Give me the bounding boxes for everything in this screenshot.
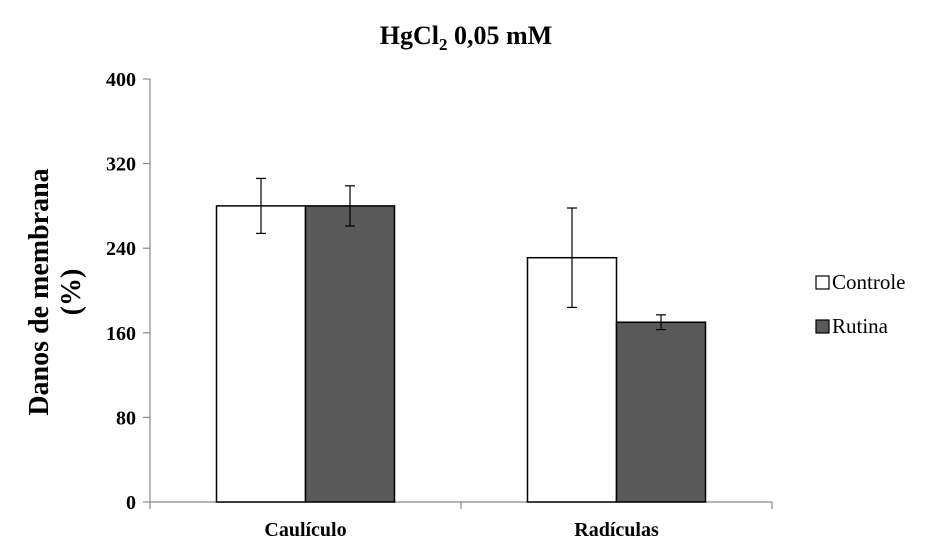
y-axis-title-line-1: Danos de membrana <box>24 168 55 415</box>
y-axis-title-line-2: (%) <box>56 269 87 316</box>
legend: Controle Rutina <box>815 270 906 338</box>
bar-controle-1 <box>215 205 307 503</box>
legend-label-rutina: Rutina <box>832 314 889 338</box>
legend-label-controle: Controle <box>832 270 906 294</box>
chart-title-subscript: 2 <box>439 35 448 54</box>
y-tick-label: 160 <box>106 323 136 345</box>
y-tick-label: 240 <box>106 238 136 260</box>
y-tick-label: 0 <box>126 492 136 514</box>
plot-area: 0 80 160 240 320 400 Caulículo Radículas <box>106 69 773 541</box>
bar-rutina-1 <box>304 205 396 503</box>
y-tick-label: 320 <box>106 154 136 176</box>
y-tick-label: 80 <box>116 407 136 429</box>
legend-swatch-rutina <box>815 319 830 334</box>
x-category-label: Radículas <box>574 519 659 541</box>
x-category-label: Caulículo <box>264 519 346 541</box>
chart-title-main: HgCl <box>380 21 439 50</box>
y-tick-label: 400 <box>106 69 136 91</box>
chart-title: HgCl2 0,05 mM <box>380 21 552 54</box>
y-axis-title: Danos de membrana (%) <box>24 168 87 415</box>
legend-swatch-controle <box>815 275 830 290</box>
bar-rutina-2 <box>615 321 707 503</box>
chart-title-suffix: 0,05 mM <box>448 21 553 50</box>
